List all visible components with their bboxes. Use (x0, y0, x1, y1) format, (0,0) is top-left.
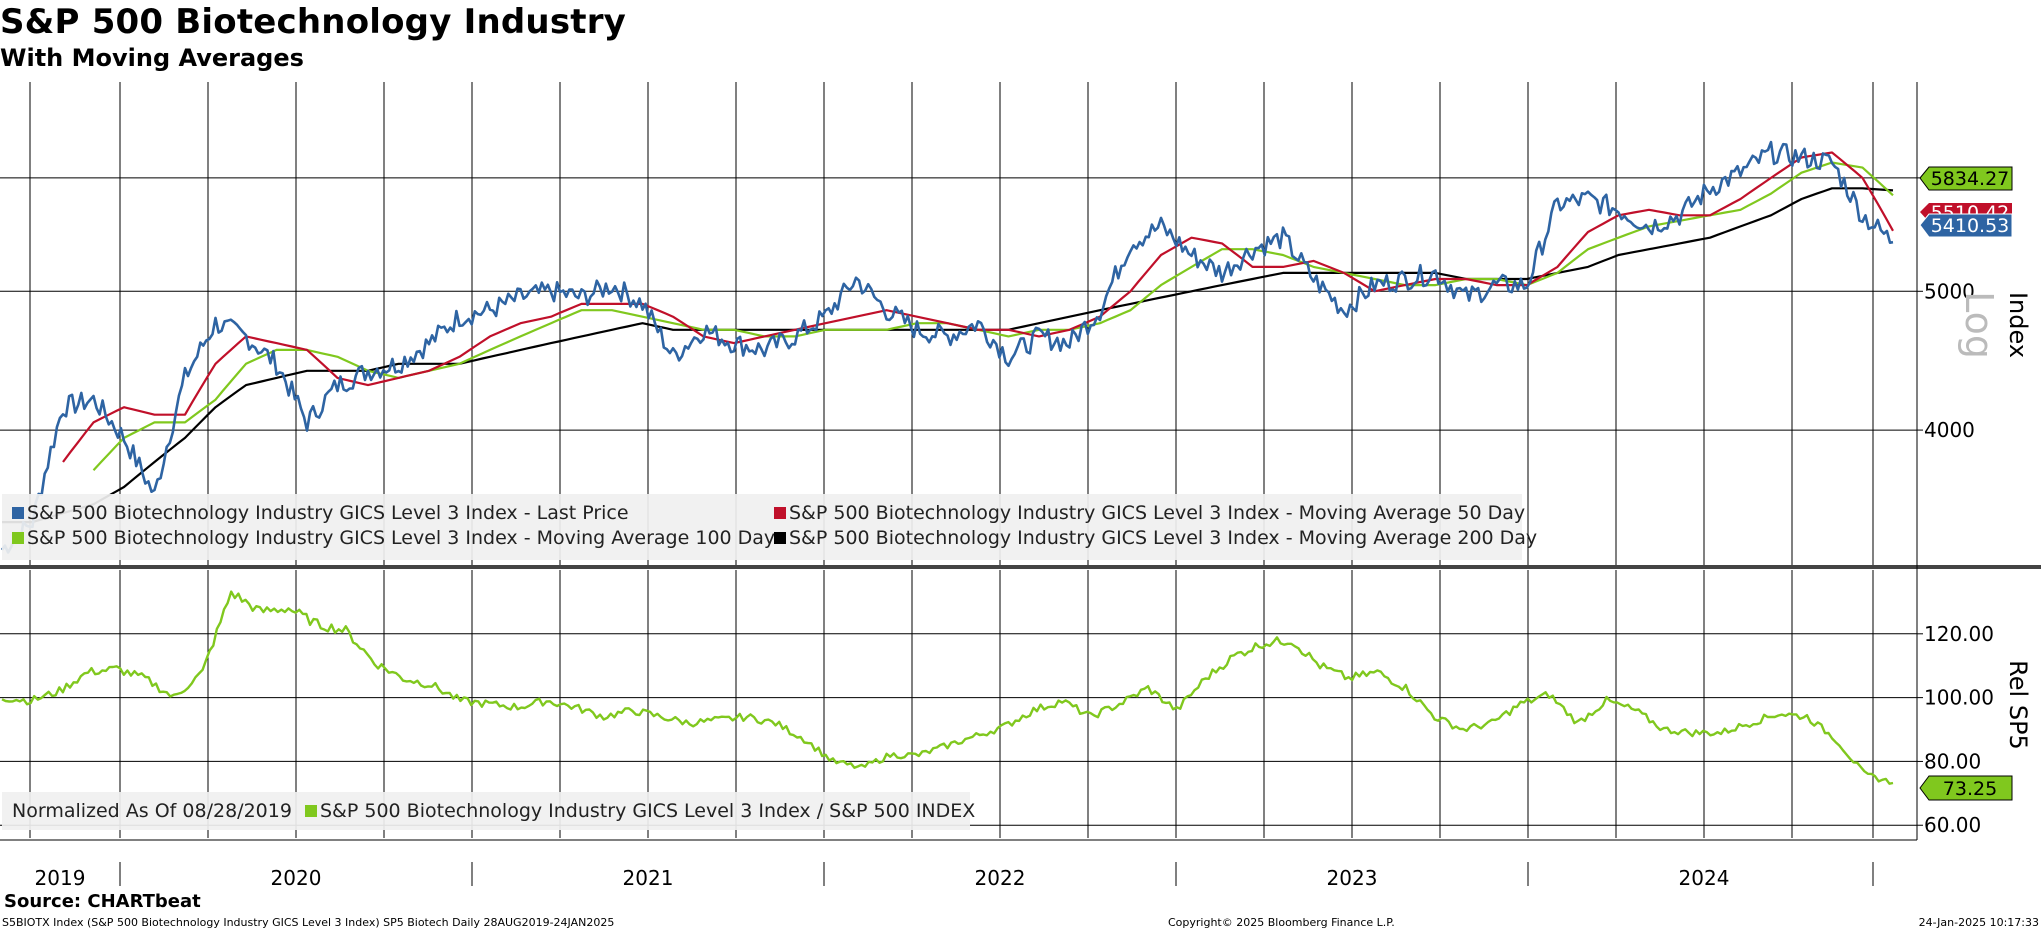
legend-swatch-ma200 (774, 532, 786, 544)
lower-y-tick-label: 60.00 (1924, 813, 1981, 837)
lower-series-group (1, 590, 1894, 785)
year-label: 2020 (271, 866, 322, 890)
footer-timestamp: 24-Jan-2025 10:17:33 (1918, 916, 2039, 929)
lower-y-label: Rel SP5 (2004, 660, 2032, 750)
main-legend: S&P 500 Biotechnology Industry GICS Leve… (2, 494, 1537, 560)
badge-relative-text: 73.25 (1943, 778, 1997, 800)
year-label: 2023 (1327, 866, 1378, 890)
lower-y-tick-label: 80.00 (1924, 749, 1981, 773)
main-series-group (0, 140, 1894, 554)
badge-ma100-text: 5834.27 (1931, 168, 2010, 190)
chart-subtitle: With Moving Averages (0, 44, 304, 72)
lower-y-tick-label: 120.00 (1924, 622, 1994, 646)
relative-line (1, 590, 1894, 785)
footer-copyright: Copyright© 2025 Bloomberg Finance L.P. (1168, 916, 1395, 929)
ma100-line (92, 161, 1894, 471)
year-label: 2019 (35, 866, 86, 890)
normalized-note-text: Normalized As Of 08/28/2019 (12, 800, 292, 822)
badge-last-price: 5410.53 (1919, 213, 2013, 238)
main-grid (0, 82, 1917, 565)
lower-legend: Normalized As Of 08/28/2019 S&P 500 Biot… (2, 792, 975, 830)
chart-title: S&P 500 Biotechnology Industry (0, 2, 627, 42)
legend-swatch-ma100 (12, 532, 24, 544)
legend-swatch-relative (305, 805, 317, 817)
main-y-label: Index (2004, 292, 2032, 358)
ma200-line (2, 187, 1894, 524)
legend-label-last-price: S&P 500 Biotechnology Industry GICS Leve… (27, 502, 629, 524)
legend-item-relative: S&P 500 Biotechnology Industry GICS Leve… (305, 800, 975, 822)
year-label: 2022 (975, 866, 1026, 890)
legend-swatch-last-price (12, 507, 24, 519)
lower-y-tick-label: 100.00 (1924, 686, 1994, 710)
footer-description: S5BIOTX Index (S&P 500 Biotechnology Ind… (2, 916, 615, 929)
badge-relative: 73.25 (1919, 775, 2013, 801)
legend-item-ma200: S&P 500 Biotechnology Industry GICS Leve… (774, 527, 1537, 549)
main-y-tick-label: 5000 (1924, 279, 1975, 303)
year-label: 2021 (623, 866, 674, 890)
legend-label-relative: S&P 500 Biotechnology Industry GICS Leve… (320, 800, 976, 822)
badge-last-price-text: 5410.53 (1931, 215, 2010, 237)
main-plot-area (0, 82, 1917, 565)
source-label: Source: CHARTbeat (4, 891, 201, 912)
legend-normalized-note: Normalized As Of 08/28/2019 (12, 800, 292, 822)
legend-label-ma200: S&P 500 Biotechnology Industry GICS Leve… (789, 527, 1538, 549)
badge-ma100: 5834.27 (1919, 166, 2013, 191)
legend-item-ma50: S&P 500 Biotechnology Industry GICS Leve… (774, 502, 1525, 524)
year-label: 2024 (1679, 866, 1730, 890)
ma50-line (62, 151, 1894, 463)
x-axis: 2019 2020 2021 2022 2023 2024 (35, 862, 1874, 890)
legend-swatch-ma50 (774, 507, 786, 519)
legend-item-ma100: S&P 500 Biotechnology Industry GICS Leve… (12, 527, 775, 549)
legend-label-ma50: S&P 500 Biotechnology Industry GICS Leve… (789, 502, 1526, 524)
legend-label-ma100: S&P 500 Biotechnology Industry GICS Leve… (27, 527, 776, 549)
main-y-tick-label: 4000 (1924, 418, 1975, 442)
last-price-line (0, 140, 1894, 554)
log-scale-label: Log (1957, 291, 2001, 359)
legend-item-last-price: S&P 500 Biotechnology Industry GICS Leve… (12, 502, 629, 524)
